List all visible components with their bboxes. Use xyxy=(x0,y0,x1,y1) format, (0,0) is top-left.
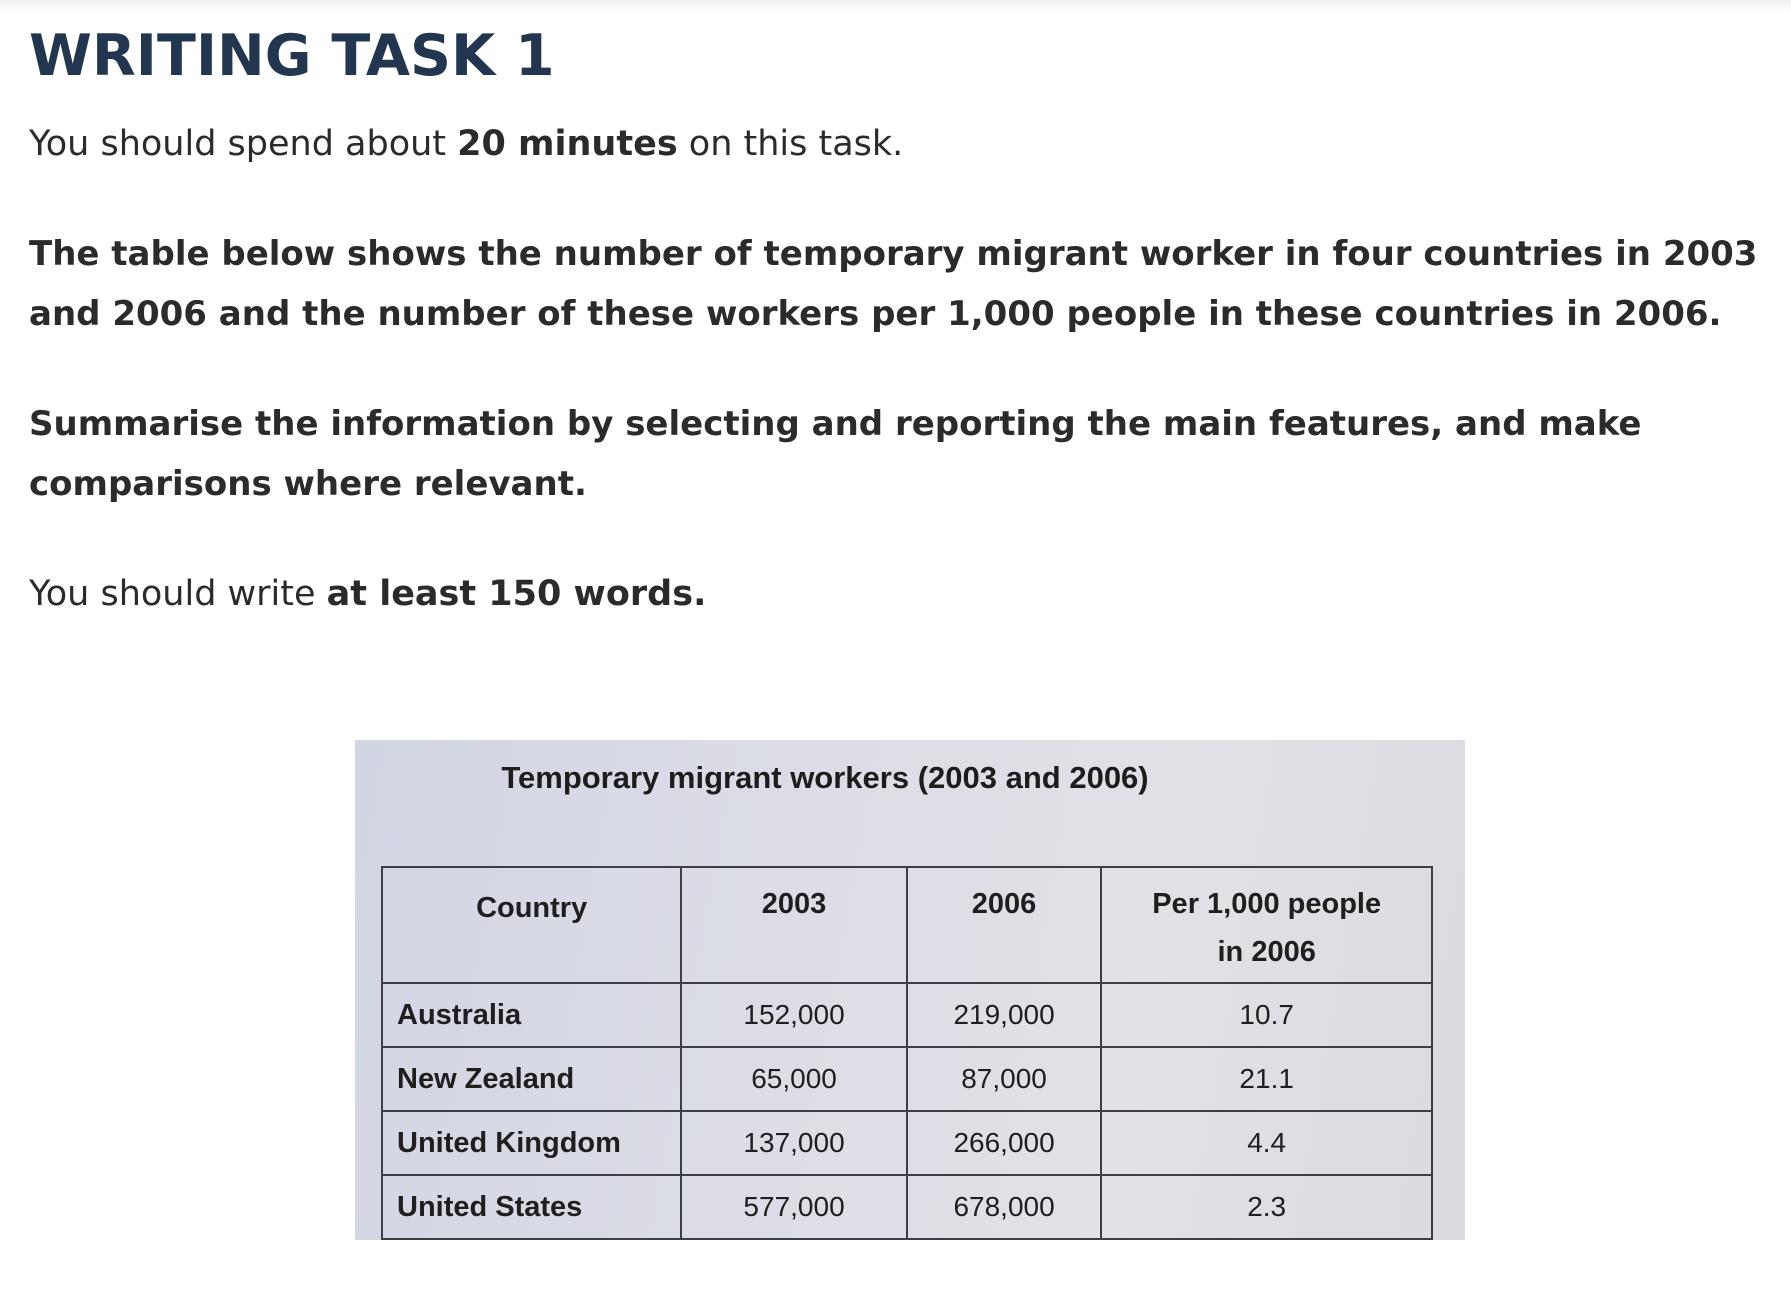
country-cell: United Kingdom xyxy=(380,1110,683,1176)
table-title: Temporary migrant workers (2003 and 2006… xyxy=(501,760,1149,795)
words-pre: You should write xyxy=(29,574,327,614)
per-1000-cell: 2.3 xyxy=(1100,1174,1433,1240)
per-1000-cell: 4.4 xyxy=(1100,1110,1433,1176)
per-1000-cell: 21.1 xyxy=(1100,1046,1433,1112)
country-cell: Australia xyxy=(380,982,683,1048)
time-pre: You should spend about xyxy=(29,124,458,164)
top-shadow xyxy=(0,0,1791,14)
summary-instruction: Summarise the information by selecting a… xyxy=(29,404,1642,504)
value-2006-cell: 219,000 xyxy=(905,982,1103,1048)
table-row: United States 577,000 678,000 2.3 xyxy=(380,1174,1433,1240)
page-title: WRITING TASK 1 xyxy=(29,23,555,89)
value-2003-cell: 577,000 xyxy=(680,1174,908,1240)
value-2006-cell: 678,000 xyxy=(905,1174,1103,1240)
word-count-instruction: You should write at least 150 words. xyxy=(29,564,1779,624)
column-header-2003: 2003 xyxy=(680,866,908,984)
country-cell: United States xyxy=(380,1174,683,1240)
migrant-workers-table: Country 2003 2006 Per 1,000 people in 20… xyxy=(380,866,1433,1240)
column-header-per-1000: Per 1,000 people in 2006 xyxy=(1100,866,1433,984)
time-post: on this task. xyxy=(677,124,904,164)
task-description: The table below shows the number of temp… xyxy=(29,234,1758,334)
value-2003-cell: 152,000 xyxy=(680,982,908,1048)
time-bold: 20 minutes xyxy=(457,124,678,164)
value-2003-cell: 65,000 xyxy=(680,1046,908,1112)
words-bold: at least 150 words. xyxy=(326,574,707,614)
table-row: Australia 152,000 219,000 10.7 xyxy=(380,982,1433,1048)
per-1000-label: Per 1,000 people in 2006 xyxy=(1152,888,1382,968)
table-row: United Kingdom 137,000 266,000 4.4 xyxy=(380,1110,1433,1176)
value-2006-cell: 266,000 xyxy=(905,1110,1103,1176)
table-photo: Temporary migrant workers (2003 and 2006… xyxy=(355,740,1465,1240)
time-instruction: You should spend about 20 minutes on thi… xyxy=(29,114,1779,174)
value-2006-cell: 87,000 xyxy=(905,1046,1103,1112)
per-1000-cell: 10.7 xyxy=(1100,982,1433,1048)
table-row: New Zealand 65,000 87,000 21.1 xyxy=(380,1046,1433,1112)
table-header-row: Country 2003 2006 Per 1,000 people in 20… xyxy=(380,866,1433,984)
value-2003-cell: 137,000 xyxy=(680,1110,908,1176)
task-content: WRITING TASK 1 You should spend about 20… xyxy=(29,22,1779,624)
column-header-2006: 2006 xyxy=(905,866,1103,984)
column-header-country: Country xyxy=(380,866,683,984)
country-cell: New Zealand xyxy=(380,1046,683,1112)
